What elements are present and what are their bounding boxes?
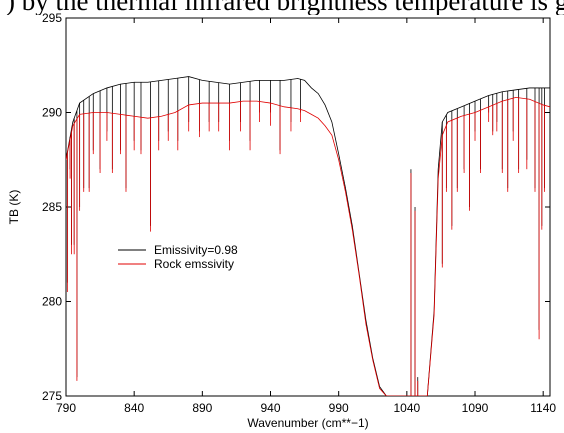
x-tick-label: 990 — [329, 401, 349, 415]
y-axis-ticks: 275 280 285 290 295 — [42, 11, 550, 403]
legend-label-2: Rock emssivity — [154, 257, 234, 271]
legend-label-1: Emissivity=0.98 — [154, 243, 238, 257]
x-tick-label: 1040 — [393, 401, 420, 415]
x-axis-label: Wavenumber (cm**−1) — [247, 416, 368, 430]
x-tick-label: 840 — [124, 401, 144, 415]
y-tick-label: 285 — [42, 200, 62, 214]
plot-frame — [65, 17, 551, 397]
x-tick-label: 1140 — [530, 401, 556, 415]
y-axis-label: TB (K) — [7, 190, 21, 225]
y-tick-label: 280 — [42, 295, 62, 309]
x-tick-label: 890 — [192, 401, 212, 415]
y-tick-label: 275 — [42, 389, 62, 403]
x-axis-ticks: 790 840 890 940 990 1040 1090 1140 — [56, 18, 556, 415]
series-2-line — [66, 96, 550, 396]
y-tick-label: 295 — [42, 11, 62, 25]
x-tick-label: 1090 — [462, 401, 489, 415]
cropped-caption-text: ) by the thermal infrared brightness tem… — [6, 0, 564, 15]
series-1-line — [66, 76, 550, 396]
series-layer — [66, 76, 550, 396]
x-tick-label: 940 — [260, 401, 280, 415]
x-tick-label: 790 — [56, 401, 76, 415]
y-tick-label: 290 — [42, 106, 62, 120]
